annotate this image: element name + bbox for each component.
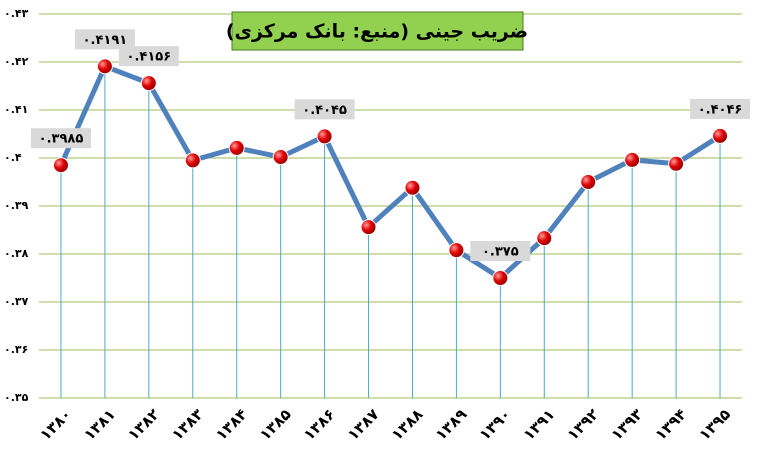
- y-tick-label: ۰.۴۲: [4, 55, 29, 68]
- marker: [96, 58, 113, 75]
- drop-lines: [60, 66, 721, 398]
- data-label-box: [690, 98, 751, 119]
- marker: [668, 155, 685, 172]
- data-label-box: [470, 241, 531, 261]
- marker: [272, 149, 289, 166]
- y-tick-label: ۰.۴۱: [4, 103, 28, 116]
- marker: [536, 230, 553, 247]
- marker: [52, 157, 69, 174]
- data-label: ۰.۴۱۹۱: [83, 33, 128, 48]
- data-label-box: [294, 99, 355, 120]
- title-box: [231, 11, 524, 51]
- marker: [448, 242, 465, 259]
- data-label: ۰.۴۰۴۵: [302, 103, 347, 118]
- marker: [624, 151, 641, 168]
- y-tick-label: ۰.۳۶: [4, 343, 28, 356]
- y-tick-label: ۰.۳۵: [4, 391, 29, 404]
- line: [58, 63, 722, 281]
- chart-title: ضریب جینی (منبع: بانک مرکزی): [226, 21, 528, 43]
- y-tick-label: ۰.۳۹: [4, 199, 29, 212]
- marker: [228, 139, 245, 156]
- data-label: ۰.۳۹۸۵: [39, 132, 84, 147]
- data-label-box: [74, 29, 135, 50]
- data-label: ۰.۴۰۴۶: [698, 102, 743, 117]
- marker: [492, 270, 509, 286]
- series: [52, 58, 729, 286]
- y-tick-label: ۰.۴۳: [4, 7, 29, 20]
- y-tick-label: ۰.۳۸: [4, 247, 29, 260]
- data-label: ۰.۳۷۵: [482, 245, 519, 260]
- data-label: ۰.۴۱۵۶: [127, 50, 172, 65]
- marker: [316, 128, 333, 145]
- data-label-box: [118, 46, 179, 67]
- marker: [712, 127, 729, 144]
- marker: [580, 174, 597, 190]
- marker: [184, 152, 201, 169]
- y-tick-label: ۰.۳۷: [4, 295, 29, 308]
- data-label-box: [30, 128, 91, 149]
- marker: [140, 75, 157, 92]
- y-tick-label: ۰.۴: [4, 151, 22, 164]
- marker: [360, 219, 377, 236]
- marker: [404, 179, 421, 196]
